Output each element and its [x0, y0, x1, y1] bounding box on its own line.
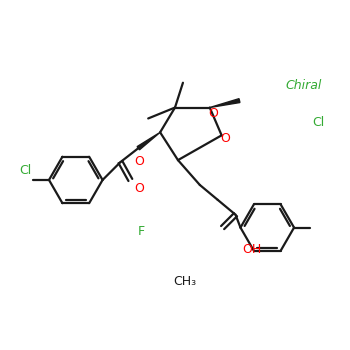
- Text: Chiral: Chiral: [286, 79, 322, 92]
- Text: O: O: [134, 182, 144, 195]
- Text: O: O: [134, 155, 144, 168]
- Text: Cl: Cl: [19, 163, 31, 176]
- Text: CH₃: CH₃: [173, 275, 196, 288]
- Text: O: O: [220, 132, 231, 145]
- Text: OH: OH: [243, 243, 262, 256]
- Text: Cl: Cl: [312, 116, 324, 129]
- Polygon shape: [137, 132, 160, 150]
- Text: O: O: [208, 107, 218, 120]
- Text: F: F: [138, 225, 145, 238]
- Polygon shape: [210, 99, 240, 107]
